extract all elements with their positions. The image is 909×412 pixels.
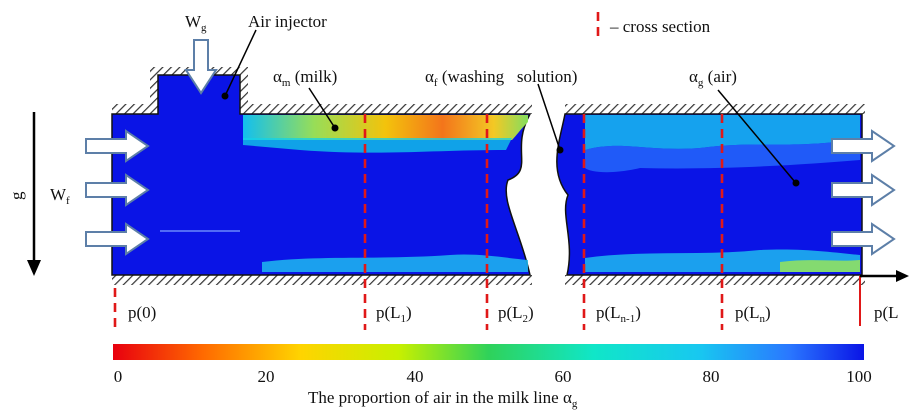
colorbar-title: The proportion of air in the milk line α… <box>308 388 578 410</box>
pressure-labels: p(0) p(L1) p(L2) p(Ln-1) p(Ln) p(L <box>128 303 899 325</box>
gravity-arrow <box>27 112 41 276</box>
colorbar-gradient <box>113 344 864 360</box>
pipe-segment-right <box>556 113 863 276</box>
pressure-label-n-minus-1: p(Ln-1) <box>596 303 641 325</box>
air-dot <box>792 179 800 187</box>
pressure-label-1: p(L1) <box>376 303 412 325</box>
colorbar-tick-40: 40 <box>407 367 424 386</box>
pressure-label-0: p(0) <box>128 303 156 322</box>
outlet-axis-arrow <box>860 270 909 282</box>
milk-label: αm (milk) <box>273 67 337 89</box>
washing-solution-label: αf (washing solution) <box>425 67 577 89</box>
fluid-flow-label: Wf <box>50 185 70 207</box>
colorbar-tick-20: 20 <box>258 367 275 386</box>
cross-section-lines <box>113 12 724 330</box>
gravity-label: g <box>7 191 26 200</box>
pressure-label-outlet: p(L <box>874 303 899 322</box>
colorbar: 0 20 40 60 80 100 The proportion of air … <box>113 344 872 410</box>
pressure-label-2: p(L2) <box>498 303 534 325</box>
air-injector-dot <box>221 92 229 100</box>
leader-lines <box>224 29 796 183</box>
flow-arrows <box>85 39 896 256</box>
air-gas-flow-label: Wg <box>185 12 207 34</box>
washing-dot <box>556 146 564 154</box>
colorbar-tick-0: 0 <box>114 367 123 386</box>
colorbar-tick-80: 80 <box>703 367 720 386</box>
pipe-segment-left <box>111 74 532 276</box>
cross-section-legend: – cross section <box>609 17 711 36</box>
pressure-label-n: p(Ln) <box>735 303 771 325</box>
milk-dot <box>331 124 339 132</box>
air-injector-label: Air injector <box>248 12 327 31</box>
air-phase-label: αg (air) <box>689 67 737 89</box>
colorbar-tick-60: 60 <box>555 367 572 386</box>
colorbar-tick-100: 100 <box>846 367 872 386</box>
